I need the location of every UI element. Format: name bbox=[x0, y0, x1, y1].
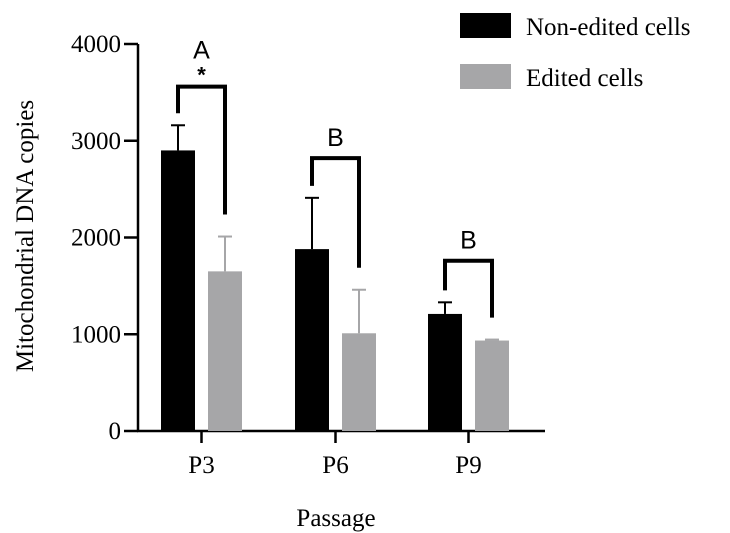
legend: Non-edited cells Edited cells bbox=[460, 13, 691, 92]
bar-edited-cells-p9 bbox=[475, 340, 509, 431]
bars bbox=[161, 150, 509, 432]
significance-letter: B bbox=[327, 124, 344, 152]
bar-non-edited-cells-p9 bbox=[428, 313, 462, 431]
significance-letter: B bbox=[460, 227, 477, 255]
y-tick-label: 3000 bbox=[71, 128, 121, 155]
x-ticks: P3 P6 P9 bbox=[188, 431, 482, 479]
significance-bracket bbox=[176, 84, 227, 215]
bar-edited-cells-p3 bbox=[208, 271, 242, 431]
significance-letter: A bbox=[193, 37, 210, 65]
y-tick-label: 1000 bbox=[71, 321, 121, 348]
bar-edited-cells-p6 bbox=[342, 333, 376, 431]
significance-star: * bbox=[197, 63, 206, 88]
error-bars bbox=[171, 124, 499, 341]
legend-label: Non-edited cells bbox=[526, 14, 691, 41]
y-tick-label: 4000 bbox=[71, 31, 121, 58]
legend-swatch bbox=[460, 64, 511, 89]
bar-non-edited-cells-p3 bbox=[161, 150, 195, 432]
significance-bracket bbox=[310, 156, 361, 268]
x-tick-label: P9 bbox=[455, 452, 481, 479]
y-tick-label: 2000 bbox=[71, 225, 121, 252]
legend-swatch bbox=[460, 13, 511, 38]
annotations: *A B B bbox=[176, 37, 494, 318]
legend-label: Edited cells bbox=[526, 65, 643, 92]
y-ticks: 0 1000 2000 3000 4000 bbox=[71, 31, 138, 445]
x-axis-label: Passage bbox=[296, 505, 375, 532]
bar-non-edited-cells-p6 bbox=[295, 249, 329, 431]
y-tick-label: 0 bbox=[109, 418, 122, 445]
x-tick-label: P3 bbox=[188, 452, 214, 479]
x-tick-label: P6 bbox=[322, 452, 348, 479]
significance-bracket bbox=[443, 258, 494, 318]
y-axis-label: Mitochondrial DNA copies bbox=[12, 100, 39, 372]
